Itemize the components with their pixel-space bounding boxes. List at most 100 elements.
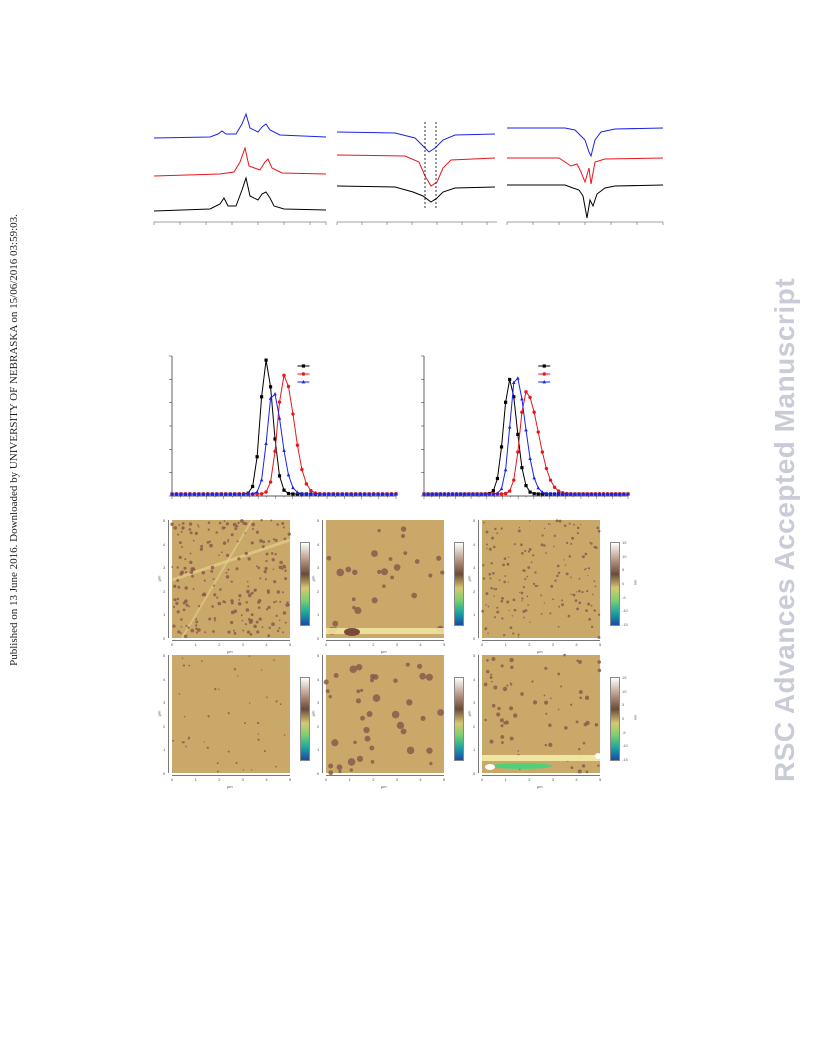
afm-pore — [281, 591, 284, 594]
dist-point — [255, 489, 259, 494]
afm-pore — [203, 741, 205, 743]
afm-x-tick-label: 0 — [171, 642, 174, 647]
afm-colorbar-tick-label: -10 — [622, 743, 628, 749]
afm-pore — [504, 575, 507, 577]
afm-particle — [344, 628, 360, 636]
afm-pore — [244, 722, 246, 724]
dist-point — [516, 432, 520, 436]
afm-x-tick-label: 2 — [372, 777, 375, 782]
afm-pore — [543, 527, 546, 530]
spectrum-c-blue — [507, 127, 664, 158]
afm-pore — [585, 609, 588, 612]
afm-pore — [258, 617, 262, 621]
dist-point — [422, 492, 426, 496]
afm-x-tick-label: 0 — [325, 777, 328, 782]
afm-pore — [227, 750, 230, 753]
dist-point — [544, 491, 549, 495]
afm-pore — [510, 665, 514, 670]
afm-y-tick-label: 1 — [163, 612, 166, 618]
afm-x-unit: µm — [537, 649, 543, 654]
afm-pore — [557, 708, 560, 711]
dist-point — [569, 492, 573, 496]
afm-pore — [501, 617, 504, 620]
afm-pore — [364, 735, 371, 742]
dist-point — [495, 476, 500, 481]
dist-point — [273, 392, 277, 396]
dist-point — [260, 395, 264, 399]
spectra-c-ticks — [506, 222, 664, 225]
afm-x-tick-label: 5 — [289, 777, 292, 782]
dist-point — [251, 484, 255, 489]
afm-pore — [573, 523, 575, 526]
afm-pore — [500, 664, 504, 668]
afm-topography-image — [170, 519, 291, 639]
afm-pore — [215, 531, 218, 534]
dist-point — [232, 492, 237, 496]
afm-pore — [189, 560, 193, 565]
afm-pore — [201, 660, 203, 662]
afm-pore — [492, 587, 495, 590]
afm-pore — [417, 663, 423, 669]
afm-pore — [507, 556, 510, 558]
afm-pore — [512, 598, 516, 602]
afm-pore — [530, 561, 533, 564]
afm-pore — [278, 565, 283, 570]
afm-y-axis — [168, 655, 169, 773]
afm-pore — [411, 592, 418, 599]
spectrum-a-red — [153, 146, 327, 177]
afm-pore — [576, 607, 580, 611]
afm-pore — [266, 696, 268, 698]
watermark: RSC Advances Accepted Manuscript — [760, 255, 810, 805]
afm-x-tick-label: 4 — [419, 777, 422, 782]
dist-point — [548, 491, 553, 496]
afm-pore — [180, 546, 183, 548]
afm-colorbar-tick-label: 5 — [622, 567, 625, 573]
afm-pore — [372, 674, 379, 680]
dist-point — [304, 491, 309, 496]
spectra-panel-a — [153, 112, 327, 225]
afm-pore — [255, 620, 259, 624]
afm-pore — [221, 526, 225, 530]
afm-pore — [274, 553, 277, 556]
dist-series-line — [424, 379, 628, 495]
afm-pore — [195, 631, 199, 634]
afm-pore — [244, 522, 248, 526]
dist-point — [268, 480, 273, 484]
afm-pore — [211, 605, 214, 608]
afm-pore — [183, 715, 186, 718]
dist-point — [524, 427, 528, 432]
dist-point — [291, 485, 295, 490]
afm-pore — [261, 545, 265, 549]
afm-pore — [273, 580, 277, 584]
dist-point — [277, 400, 282, 404]
afm-x-unit: µm — [227, 649, 233, 654]
afm-y-unit: µm — [466, 575, 472, 582]
afm-pore — [524, 578, 527, 581]
afm-pore — [247, 557, 251, 561]
afm-pore — [548, 723, 552, 728]
afm-scan-artifact — [492, 763, 552, 769]
afm-pore — [271, 558, 275, 562]
afm-pore — [487, 632, 489, 635]
afm-pore — [176, 566, 179, 569]
afm-pore — [267, 540, 271, 543]
afm-pore — [585, 720, 590, 726]
afm-pore — [279, 703, 282, 706]
afm-pore — [222, 541, 227, 545]
afm-pore — [577, 769, 582, 774]
dist-point — [264, 358, 268, 362]
dist-point — [528, 395, 532, 400]
afm-pore — [589, 541, 591, 544]
afm-pore — [391, 710, 400, 719]
afm-pore — [263, 570, 267, 574]
afm-pore — [485, 530, 489, 534]
afm-pore — [584, 695, 590, 700]
afm-pore — [561, 599, 564, 602]
afm-pore — [377, 569, 382, 574]
afm-y-tick-label: 2 — [163, 588, 166, 594]
afm-pore — [328, 770, 334, 776]
afm-pore — [273, 659, 275, 661]
afm-pore — [590, 604, 593, 607]
spectra-panel-b — [336, 122, 497, 225]
dist-point — [322, 492, 327, 496]
